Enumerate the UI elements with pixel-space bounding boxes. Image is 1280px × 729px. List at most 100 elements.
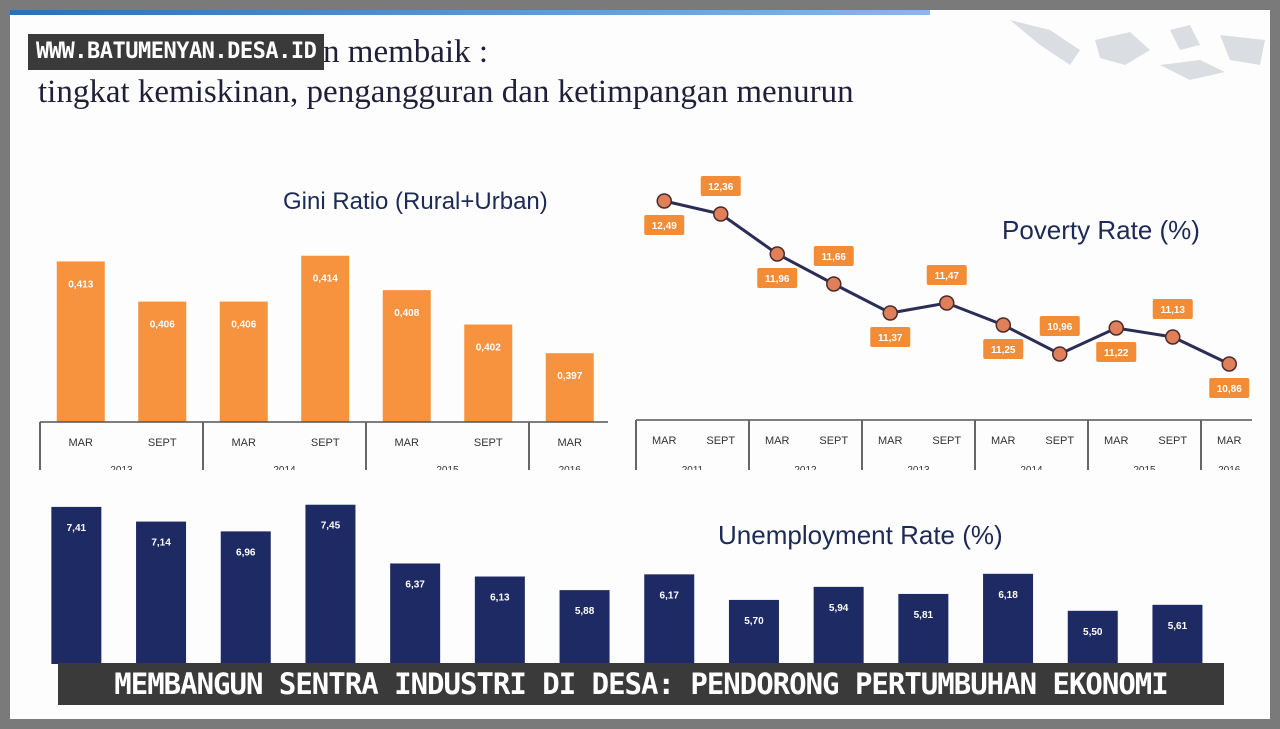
- site-watermark: WWW.BATUMENYAN.DESA.ID: [28, 34, 325, 70]
- unemployment-bar-label: 7,45: [321, 521, 341, 532]
- poverty-year-label: 2014: [1020, 465, 1043, 470]
- poverty-point: [939, 295, 955, 311]
- gini-bar: [138, 301, 187, 422]
- poverty-point: [713, 206, 729, 222]
- poverty-label-box: [757, 268, 798, 288]
- unemployment-chart: 7,41 7,14 6,96 7,45 6,37 6,13 5,88 6,17 5,70 5,94…: [51, 504, 1203, 664]
- unemployment-bar-label: 5,50: [1083, 627, 1103, 638]
- poverty-year-label: 2015: [1133, 465, 1156, 470]
- indonesia-map-icon: [1010, 20, 1265, 80]
- unemployment-bar-label: 6,13: [490, 593, 510, 604]
- poverty-data-label: 12,36: [708, 182, 733, 193]
- poverty-tick-label: SEPT: [1045, 435, 1074, 447]
- unemployment-bar-label: 6,17: [660, 590, 680, 601]
- unemployment-bar-label: 5,70: [744, 616, 764, 627]
- gini-bar: [464, 324, 513, 422]
- gini-tick-label: MAR: [232, 437, 257, 449]
- poverty-label-box: [983, 339, 1024, 359]
- gini-year-label: 2016: [559, 465, 582, 470]
- poverty-tick-label: SEPT: [1158, 435, 1187, 447]
- poverty-data-label: 11,22: [1104, 348, 1129, 359]
- poverty-data-label: 11,96: [765, 274, 790, 285]
- poverty-tick-label: MAR: [878, 435, 903, 447]
- poverty-label-box: [1152, 299, 1193, 319]
- unemployment-bar: [644, 574, 695, 664]
- unemployment-bar-label: 6,18: [998, 590, 1018, 601]
- poverty-point: [826, 276, 842, 292]
- poverty-label-box: [870, 327, 911, 347]
- poverty-tick-label: SEPT: [706, 435, 735, 447]
- unemployment-bar: [305, 504, 356, 664]
- top-stripe: [10, 10, 930, 15]
- gini-bar: [301, 255, 350, 422]
- poverty-label-box: [926, 265, 967, 285]
- unemployment-bar: [220, 531, 271, 664]
- unemployment-bar: [559, 590, 610, 664]
- poverty-data-label: 10,96: [1047, 322, 1072, 333]
- unemployment-bar: [813, 586, 864, 664]
- poverty-data-label: 11,25: [991, 345, 1016, 356]
- unemployment-bar: [474, 576, 525, 664]
- poverty-label-box: [700, 176, 741, 196]
- gini-bar: [545, 353, 594, 422]
- article-title-banner: MEMBANGUN SENTRA INDUSTRI DI DESA: PENDO…: [58, 663, 1224, 705]
- poverty-label-box: [813, 246, 854, 266]
- poverty-tick-label: MAR: [991, 435, 1016, 447]
- unemployment-bar: [728, 599, 779, 664]
- poverty-data-label: 12,49: [652, 221, 677, 232]
- unemployment-bar: [898, 593, 949, 664]
- gini-bar-label: 0,414: [313, 274, 338, 285]
- poverty-data-label: 11,66: [822, 252, 847, 263]
- unemployment-bar-label: 7,14: [151, 538, 171, 549]
- gini-tick-label: MAR: [395, 437, 420, 449]
- poverty-chart-title: Poverty Rate (%): [1002, 215, 1200, 245]
- gini-bar: [382, 290, 431, 422]
- poverty-year-label: 2016: [1218, 465, 1241, 470]
- unemployment-bar-label: 5,61: [1168, 621, 1188, 632]
- unemployment-bar: [136, 521, 187, 664]
- gini-tick-label: SEPT: [148, 437, 177, 449]
- poverty-label-box: [644, 215, 685, 235]
- gini-chart: 0,413 0,406 0,406 0,414 0,408 0,402 0,397 MAR SE…: [39, 255, 608, 470]
- gini-bar-label: 0,397: [557, 371, 582, 382]
- poverty-data-label: 11,13: [1161, 305, 1186, 316]
- gini-bar: [219, 301, 268, 422]
- gini-tick-label: MAR: [69, 437, 94, 449]
- poverty-tick-label: MAR: [765, 435, 790, 447]
- gini-year-label: 2015: [436, 465, 459, 470]
- poverty-data-label: 10,86: [1217, 384, 1242, 395]
- poverty-tick-label: MAR: [652, 435, 677, 447]
- poverty-point: [1165, 329, 1181, 345]
- heading-line-2: tingkat kemiskinan, pengangguran dan ket…: [38, 74, 854, 110]
- poverty-data-label: 11,37: [878, 333, 903, 344]
- poverty-tick-label: MAR: [1217, 435, 1242, 447]
- poverty-tick-label: MAR: [1104, 435, 1129, 447]
- poverty-point: [882, 305, 898, 321]
- poverty-tick-label: SEPT: [819, 435, 848, 447]
- unemployment-bar-label: 5,88: [575, 606, 595, 617]
- unemployment-bar: [983, 573, 1034, 664]
- unemployment-bar-label: 6,37: [405, 579, 425, 590]
- poverty-point: [1221, 356, 1237, 372]
- poverty-label-box: [1209, 378, 1250, 398]
- poverty-label-box: [1039, 316, 1080, 336]
- unemployment-chart-title: Unemployment Rate (%): [718, 520, 1003, 550]
- poverty-point: [1052, 346, 1068, 362]
- poverty-label-box: [1096, 342, 1137, 362]
- gini-chart-title: Gini Ratio (Rural+Urban): [283, 188, 548, 215]
- unemployment-bar-label: 7,41: [67, 523, 87, 534]
- gini-bar-label: 0,406: [150, 320, 175, 331]
- poverty-year-label: 2011: [682, 465, 704, 470]
- gini-tick-label: MAR: [558, 437, 583, 449]
- poverty-year-label: 2012: [794, 465, 817, 470]
- unemployment-bar: [1067, 610, 1118, 664]
- unemployment-bar-label: 6,96: [236, 547, 256, 558]
- poverty-point: [995, 317, 1011, 333]
- unemployment-bar: [1152, 604, 1203, 664]
- gini-bar-label: 0,402: [476, 343, 501, 354]
- gini-tick-label: SEPT: [311, 437, 340, 449]
- unemployment-bar-label: 5,94: [829, 603, 849, 614]
- poverty-chart: 12,49 12,36 11,96 11,66 11,37 11,47 11,25 10,96…: [635, 176, 1252, 470]
- poverty-year-label: 2013: [907, 465, 930, 470]
- gini-bar: [56, 261, 105, 422]
